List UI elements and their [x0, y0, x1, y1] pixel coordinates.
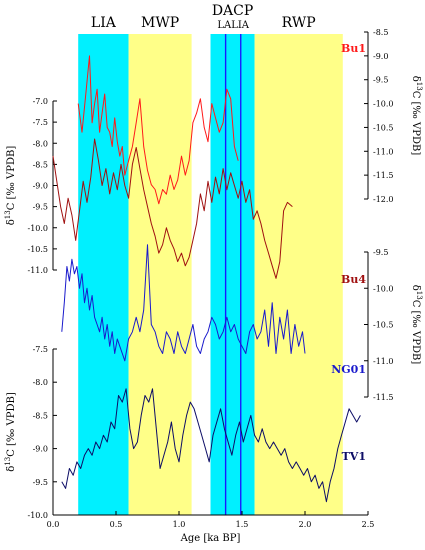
y-tick-label: -8.5: [33, 160, 48, 169]
y-tick-label: -8.0: [33, 378, 48, 387]
period-band-dacp: [210, 34, 255, 515]
lalia-label: LALIA: [217, 20, 249, 31]
y-tick-label: -7.0: [33, 97, 48, 106]
series-line-bu1: [77, 55, 239, 205]
y-tick-label: -11.5: [373, 171, 394, 180]
series-label-ng01: NG01: [331, 363, 366, 376]
x-tick-label: 2.5: [362, 520, 375, 529]
y-tick-label: -12.0: [373, 195, 394, 204]
period-label-mwp: MWP: [141, 15, 179, 31]
y-tick-label: -9.5: [373, 248, 388, 257]
y-tick-label: -9.5: [373, 76, 388, 85]
period-bands: [78, 34, 343, 515]
y-tick-label: -8.5: [373, 28, 388, 37]
y-axis-bu4: -7.0 -7.5 -8.0 -8.5 -9.0 -9.5 -10.0 -10.5 -11.0 δ…: [4, 97, 57, 275]
series-line-bu4: [52, 138, 293, 279]
x-tick-label: 0.0: [47, 520, 60, 529]
series-label-bu1: Bu1: [341, 42, 366, 55]
y-tick-label: -8.5: [33, 411, 48, 420]
x-tick-label: 0.5: [110, 520, 123, 529]
y-tick-label: -9.5: [33, 203, 48, 212]
y-tick-label: -9.5: [33, 478, 48, 487]
y-tick-label: -11.0: [373, 357, 394, 366]
data-series: [52, 55, 361, 503]
series-labels: Bu1 Bu4 NG01 TV1: [331, 42, 366, 463]
y-tick-label: -8.0: [33, 139, 48, 148]
y-tick-label: -7.5: [33, 118, 48, 127]
period-band-mwp: [128, 34, 192, 515]
x-tick-label: 1.0: [173, 520, 186, 529]
series-label-bu4: Bu4: [341, 273, 366, 286]
y-tick-label: -10.0: [373, 100, 394, 109]
series-label-tv1: TV1: [342, 450, 366, 463]
y-tick-label: -9.0: [33, 445, 48, 454]
y-tick-label: -9.0: [373, 52, 388, 61]
period-label-lia: LIA: [91, 15, 117, 31]
y-axis-tv1: -7.5 -8.0 -8.5 -9.0 -9.5 -10.0 δ13C [‰ VPDB]: [4, 345, 57, 520]
period-label-rwp: RWP: [282, 15, 316, 31]
period-labels: LIA MWP DACP RWP LALIA: [91, 3, 316, 31]
x-tick-label: 2.0: [299, 520, 312, 529]
y-axis-label: δ13C [‰ VPDB]: [4, 146, 17, 226]
y-axis-label: δ13C [‰ VPDB]: [4, 392, 17, 472]
y-axis-ng01: -9.5 -10.0 -10.5 -11.0 -11.5 δ13C [‰ VPDB]: [364, 248, 423, 402]
period-band-rwp: [254, 34, 343, 515]
y-tick-label: -11.5: [373, 393, 394, 402]
y-axis-label: δ13C [‰ VPDB]: [410, 285, 423, 365]
y-tick-label: -10.5: [373, 123, 394, 132]
y-tick-label: -11.0: [373, 147, 394, 156]
series-line-tv1: [61, 388, 361, 503]
y-tick-label: -11.0: [27, 266, 48, 275]
x-tick-label: 1.5: [236, 520, 249, 529]
axes: -8.5 -9.0 -9.5 -10.0 -10.5 -11.0 -11.5 -12.0 δ13…: [4, 28, 423, 520]
series-line-ng01: [61, 244, 306, 362]
y-tick-label: -10.0: [373, 284, 394, 293]
y-axis-label: δ13C [‰ VPDB]: [410, 76, 423, 156]
y-tick-label: -7.5: [33, 345, 48, 354]
x-axis: 0.0 0.5 1.0 1.5 2.0 2.5 Age [ka BP]: [47, 511, 375, 544]
y-tick-label: -9.0: [33, 182, 48, 191]
y-axis-bu1: -8.5 -9.0 -9.5 -10.0 -10.5 -11.0 -11.5 -12.0 δ13…: [364, 28, 423, 204]
y-tick-label: -10.0: [27, 224, 48, 233]
x-axis-label: Age [ka BP]: [180, 533, 241, 544]
y-tick-label: -10.5: [27, 245, 48, 254]
period-label-dacp: DACP: [212, 3, 253, 19]
y-tick-label: -10.5: [373, 321, 394, 330]
y-tick-label: -10.0: [27, 511, 48, 520]
